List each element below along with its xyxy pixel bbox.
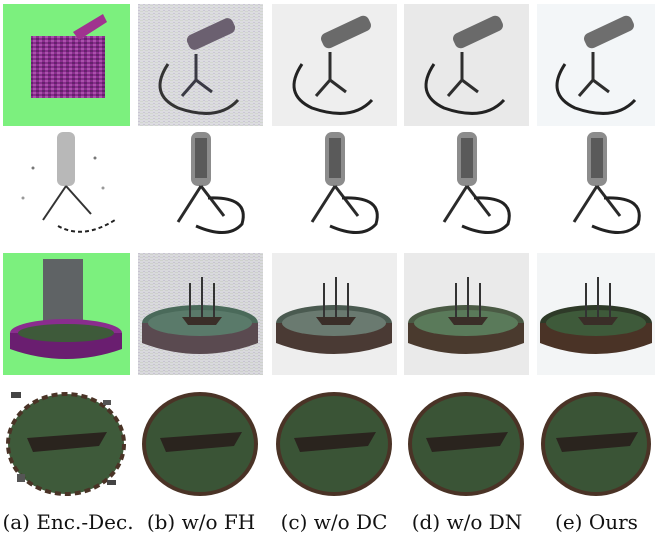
mic-front-c <box>272 128 397 248</box>
ship-top-e <box>537 380 655 502</box>
ship-b <box>138 253 263 375</box>
image-r2-d <box>404 128 529 248</box>
mic-front-d <box>404 128 529 248</box>
caption-e: (e) Ours <box>555 510 638 534</box>
mic-side-d <box>404 4 529 126</box>
ship-top-c <box>272 380 397 502</box>
caption-a: (a) Enc.-Dec. <box>2 510 134 534</box>
image-r3-d <box>404 253 529 375</box>
image-r4-c <box>272 380 397 502</box>
mic-front-e <box>537 128 655 248</box>
mic-side-noisy <box>138 4 263 126</box>
ship-top-b <box>138 380 263 502</box>
image-r1-c <box>272 4 397 126</box>
mic-side-c <box>272 4 397 126</box>
ship-artifact <box>3 253 130 375</box>
image-r4-a <box>3 380 130 502</box>
image-r2-b <box>138 128 263 248</box>
image-r3-a <box>3 253 130 375</box>
ship-c <box>272 253 397 375</box>
caption-c: (c) w/o DC <box>280 510 388 534</box>
caption-d: (d) w/o DN <box>411 510 523 534</box>
image-r4-e <box>537 380 655 502</box>
ship-top-d <box>404 380 529 502</box>
ship-d <box>404 253 529 375</box>
mic-front-artifact <box>3 128 130 248</box>
image-r2-e <box>537 128 655 248</box>
image-r2-a <box>3 128 130 248</box>
ship-top-artifact <box>3 380 130 502</box>
image-r3-c <box>272 253 397 375</box>
image-r4-d <box>404 380 529 502</box>
image-r4-b <box>138 380 263 502</box>
image-r2-c <box>272 128 397 248</box>
image-r3-b <box>138 253 263 375</box>
image-r1-e <box>537 4 655 126</box>
caption-b: (b) w/o FH <box>146 510 256 534</box>
image-r1-d <box>404 4 529 126</box>
image-r1-b <box>138 4 263 126</box>
image-r3-e <box>537 253 655 375</box>
mic-side-artifact <box>3 4 130 126</box>
image-r1-a <box>3 4 130 126</box>
ship-e <box>537 253 655 375</box>
mic-front-b <box>138 128 263 248</box>
mic-side-e <box>537 4 655 126</box>
